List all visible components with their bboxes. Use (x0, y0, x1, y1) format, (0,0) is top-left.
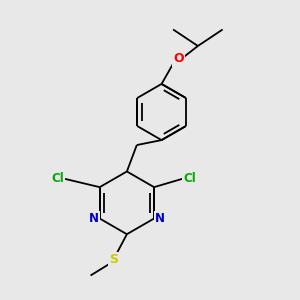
Text: S: S (109, 253, 118, 266)
Text: Cl: Cl (183, 172, 196, 185)
Text: N: N (155, 212, 165, 225)
Text: O: O (173, 52, 184, 65)
Text: Cl: Cl (51, 172, 64, 185)
Text: N: N (89, 212, 99, 225)
